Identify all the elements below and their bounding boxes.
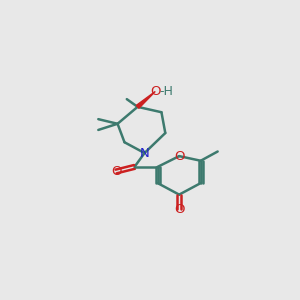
Polygon shape [136,92,155,108]
Text: N: N [140,146,149,160]
Text: O: O [174,203,184,216]
Text: O: O [111,165,121,178]
Text: O: O [150,85,160,98]
Text: O: O [174,150,184,163]
Text: -H: -H [159,85,173,98]
